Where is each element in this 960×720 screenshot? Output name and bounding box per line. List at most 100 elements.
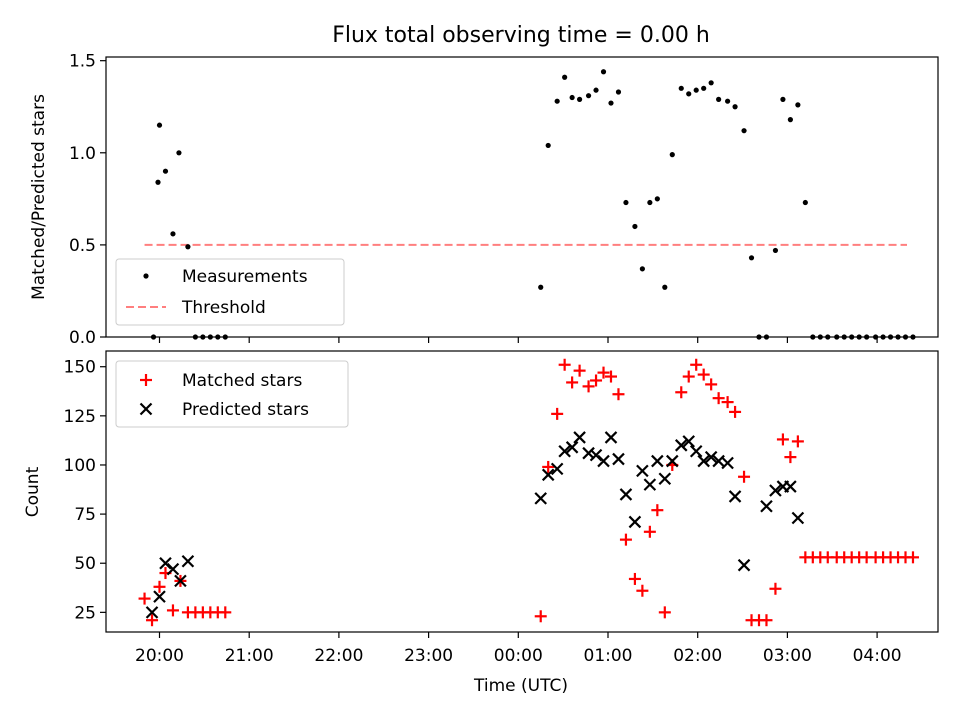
matched-star-point	[138, 592, 151, 605]
matched-star-point	[682, 370, 695, 383]
matched-star-point	[776, 433, 789, 446]
predicted-star-point	[582, 446, 595, 460]
predicted-star-point	[628, 515, 642, 529]
measurement-point	[849, 334, 855, 340]
measurement-point	[155, 179, 161, 185]
measurement-point	[741, 128, 747, 134]
measurement-point	[810, 334, 816, 340]
predicted-star-point	[619, 488, 633, 501]
measurement-point	[176, 150, 182, 156]
measurement-point	[772, 247, 779, 254]
count-x-tick-label: 22:00	[314, 646, 363, 666]
count-x-tick-label: 01:00	[584, 646, 633, 666]
predicted-star-point	[666, 454, 679, 468]
measurement-point	[538, 284, 544, 290]
measurement-point	[554, 98, 560, 104]
legend-measurements-swatch	[143, 273, 149, 279]
ratio-y-axis-label: Matched/Predicted stars	[29, 94, 49, 300]
measurement-point	[864, 334, 870, 340]
predicted-star-point	[791, 511, 805, 525]
measurement-point	[654, 196, 660, 202]
predicted-star-point	[784, 480, 797, 493]
legend-predicted-label: Predicted stars	[182, 400, 309, 420]
count-legend-box	[115, 360, 349, 428]
measurement-point	[825, 334, 831, 340]
predicted-star-point	[174, 574, 187, 588]
matched-star-point	[791, 435, 804, 448]
predicted-star-point	[573, 431, 586, 444]
count-marks	[138, 358, 919, 627]
predicted-star-point	[166, 562, 180, 576]
matched-star-point	[636, 584, 649, 597]
measurement-point	[170, 231, 176, 237]
matched-star-point	[769, 582, 782, 595]
ratio-marks	[144, 69, 916, 340]
measurement-point	[880, 334, 886, 340]
measurement-point	[748, 255, 755, 261]
predicted-star-point	[145, 606, 159, 619]
ratio-panel-frame	[105, 56, 939, 338]
measurement-point	[902, 334, 909, 340]
measurement-point	[841, 334, 847, 340]
measurement-point	[647, 199, 653, 206]
matched-star-point	[573, 364, 586, 377]
predicted-star-point	[760, 499, 773, 513]
count-y-tick-label: 100	[64, 456, 96, 476]
matched-star-point	[551, 407, 564, 420]
predicted-star-point	[721, 456, 734, 470]
ratio-panel: 0.0 0.5 1.0 1.5 Matched/Predicted stars Mea…	[29, 52, 939, 348]
predicted-star-point	[541, 468, 555, 482]
measurement-point	[856, 334, 862, 340]
predicted-star-point	[769, 484, 782, 497]
measurement-point	[895, 334, 901, 340]
measurement-point	[716, 96, 722, 102]
count-y-tick-label: 150	[64, 358, 96, 378]
count-y-tick-label: 25	[74, 603, 96, 623]
measurement-point	[701, 85, 707, 91]
count-panel-frame	[105, 350, 939, 633]
predicted-star-point	[697, 454, 710, 468]
measurement-point	[756, 334, 762, 340]
count-y-tick-label: 75	[74, 505, 96, 525]
predicted-star-point	[550, 462, 564, 476]
predicted-star-point	[643, 478, 657, 491]
ratio-y-tick-label: 0.5	[69, 236, 96, 256]
measurement-point	[222, 334, 228, 340]
measurement-point	[678, 85, 684, 91]
matched-star-point	[153, 580, 166, 593]
measurement-point	[873, 334, 879, 340]
count-legend: Matched stars Predicted stars	[115, 360, 349, 428]
count-x-axis: 20:00 21:00 22:00 23:00 00:00 01:00 02:00 03:00…	[135, 632, 902, 666]
matched-star-point	[690, 358, 703, 371]
matched-star-point	[219, 606, 232, 619]
predicted-star-point	[682, 435, 696, 448]
matched-star-point	[906, 551, 919, 564]
measurement-point	[639, 266, 645, 272]
matched-star-point	[675, 386, 688, 399]
measurement-point	[562, 74, 568, 80]
ratio-y-tick-label: 1.5	[69, 52, 96, 72]
predicted-star-point	[181, 554, 195, 568]
matched-star-point	[542, 460, 555, 473]
matched-star-point	[628, 572, 641, 585]
predicted-star-point	[159, 556, 172, 570]
count-x-axis-label: Time (UTC)	[473, 676, 568, 696]
count-y-tick-label: 125	[64, 407, 96, 427]
measurement-point	[215, 334, 221, 340]
measurement-point	[817, 334, 823, 340]
measurement-point	[600, 69, 607, 75]
measurement-point	[585, 93, 592, 99]
measurement-point	[662, 284, 668, 290]
measurement-point	[150, 334, 157, 340]
measurement-point	[207, 334, 213, 340]
count-x-tick-label: 00:00	[494, 646, 543, 666]
matched-star-point	[534, 610, 547, 623]
count-x-tick-label: 20:00	[135, 646, 184, 666]
matched-star-point	[597, 366, 610, 379]
measurement-point	[632, 223, 638, 230]
legend-predicted-swatch	[139, 402, 153, 416]
chart-title: Flux total observing time = 0.00 h	[332, 23, 710, 48]
predicted-star-point	[704, 450, 718, 464]
